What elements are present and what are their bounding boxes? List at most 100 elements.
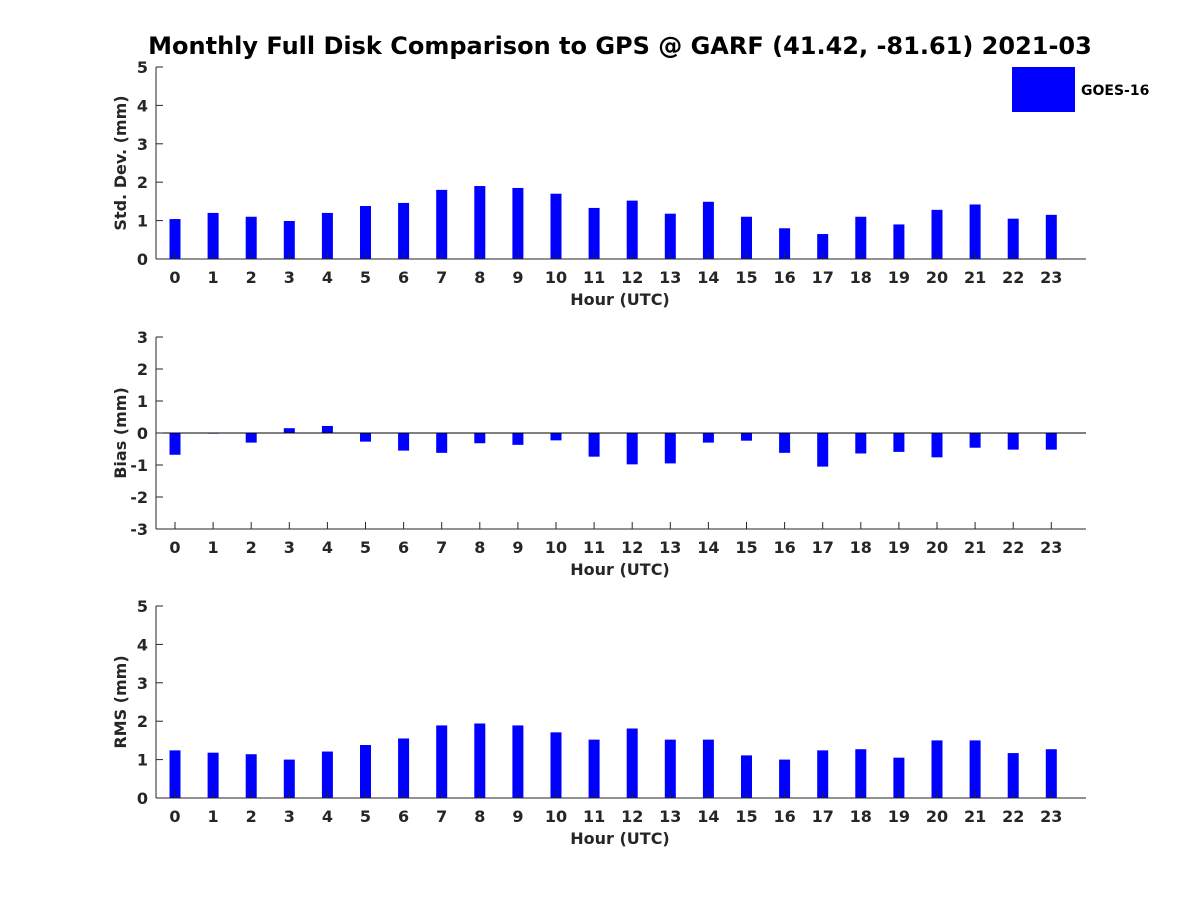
bar-hour-3 xyxy=(283,220,295,259)
bar-hour-7 xyxy=(436,725,448,798)
x-axis-label: Hour (UTC) xyxy=(570,290,670,309)
x-tick-label: 21 xyxy=(964,268,986,287)
bar-hour-23 xyxy=(1045,433,1057,450)
x-tick-label: 4 xyxy=(322,807,333,826)
bar-hour-2 xyxy=(245,433,257,443)
x-tick-label: 8 xyxy=(474,538,485,557)
x-tick-label: 7 xyxy=(436,807,447,826)
x-tick-label: 18 xyxy=(850,538,872,557)
bar-hour-20 xyxy=(931,740,943,798)
y-tick-label: 3 xyxy=(137,328,148,347)
x-tick-label: 16 xyxy=(773,268,795,287)
x-tick-label: 14 xyxy=(697,268,719,287)
x-tick-label: 2 xyxy=(246,538,257,557)
x-tick-label: 9 xyxy=(512,268,523,287)
legend-label-goes-16: GOES-16 xyxy=(1081,83,1149,99)
x-tick-label: 17 xyxy=(812,538,834,557)
x-tick-label: 6 xyxy=(398,538,409,557)
bar-hour-11 xyxy=(588,433,600,457)
x-tick-label: 22 xyxy=(1002,807,1024,826)
bar-hour-8 xyxy=(474,186,486,259)
x-tick-label: 10 xyxy=(545,807,567,826)
bar-hour-22 xyxy=(1007,218,1019,259)
y-tick-label: -3 xyxy=(130,520,148,539)
x-tick-label: 19 xyxy=(888,807,910,826)
legend-swatch-goes-16 xyxy=(1012,67,1075,112)
bar-hour-20 xyxy=(931,209,943,259)
bar-hour-14 xyxy=(702,739,714,798)
bar-hour-16 xyxy=(779,433,791,453)
bar-hour-0 xyxy=(169,433,181,455)
x-tick-label: 20 xyxy=(926,268,948,287)
x-tick-label: 18 xyxy=(850,268,872,287)
x-tick-label: 17 xyxy=(812,268,834,287)
bar-hour-8 xyxy=(474,433,486,444)
bar-hour-10 xyxy=(550,433,562,441)
y-tick-label: -2 xyxy=(130,488,148,507)
x-tick-label: 4 xyxy=(322,268,333,287)
x-tick-label: 13 xyxy=(659,268,681,287)
y-axis-label: Bias (mm) xyxy=(111,387,130,479)
x-tick-label: 11 xyxy=(583,807,605,826)
bar-hour-9 xyxy=(512,433,524,445)
y-tick-label: 4 xyxy=(137,635,148,654)
bar-hour-11 xyxy=(588,207,600,259)
x-tick-label: 22 xyxy=(1002,538,1024,557)
x-tick-label: 7 xyxy=(436,268,447,287)
bar-hour-13 xyxy=(664,739,676,798)
bar-hour-21 xyxy=(969,433,981,448)
x-tick-label: 1 xyxy=(208,268,219,287)
bar-hour-12 xyxy=(626,728,638,798)
bar-hour-2 xyxy=(245,216,257,259)
x-tick-label: 16 xyxy=(773,807,795,826)
y-tick-label: 5 xyxy=(137,597,148,616)
x-tick-label: 9 xyxy=(512,807,523,826)
bar-hour-3 xyxy=(283,428,295,433)
bar-hour-17 xyxy=(817,750,829,798)
x-tick-label: 21 xyxy=(964,807,986,826)
bar-hour-13 xyxy=(664,433,676,464)
y-tick-label: 3 xyxy=(137,135,148,154)
bar-hour-11 xyxy=(588,739,600,798)
bar-hour-5 xyxy=(360,206,371,259)
x-tick-label: 20 xyxy=(926,538,948,557)
x-tick-label: 10 xyxy=(545,268,567,287)
bar-hour-10 xyxy=(550,732,562,798)
bar-hour-14 xyxy=(702,201,714,259)
x-tick-label: 3 xyxy=(284,807,295,826)
bar-hour-6 xyxy=(398,202,410,259)
bar-hour-18 xyxy=(855,216,867,259)
x-tick-label: 10 xyxy=(545,538,567,557)
x-tick-label: 0 xyxy=(169,268,180,287)
bar-hour-6 xyxy=(398,738,410,798)
bar-hour-7 xyxy=(436,189,448,259)
bar-hour-9 xyxy=(512,725,524,798)
x-tick-label: 0 xyxy=(169,538,180,557)
bar-hour-5 xyxy=(360,433,371,442)
x-tick-label: 23 xyxy=(1040,538,1062,557)
bar-hour-5 xyxy=(360,745,371,798)
bar-hour-13 xyxy=(664,213,676,259)
bar-hour-20 xyxy=(931,433,943,458)
x-tick-label: 5 xyxy=(360,538,371,557)
x-tick-label: 13 xyxy=(659,538,681,557)
x-tick-label: 3 xyxy=(284,538,295,557)
bar-hour-16 xyxy=(779,759,791,798)
x-tick-label: 15 xyxy=(735,807,757,826)
x-tick-label: 5 xyxy=(360,807,371,826)
y-tick-label: 1 xyxy=(137,212,148,231)
x-tick-label: 23 xyxy=(1040,807,1062,826)
bar-hour-22 xyxy=(1007,433,1019,450)
bar-hour-17 xyxy=(817,234,829,259)
y-axis-label: Std. Dev. (mm) xyxy=(111,95,130,230)
bar-hour-6 xyxy=(398,433,410,451)
y-tick-label: 0 xyxy=(137,424,148,443)
x-tick-label: 12 xyxy=(621,268,643,287)
x-tick-label: 17 xyxy=(812,807,834,826)
